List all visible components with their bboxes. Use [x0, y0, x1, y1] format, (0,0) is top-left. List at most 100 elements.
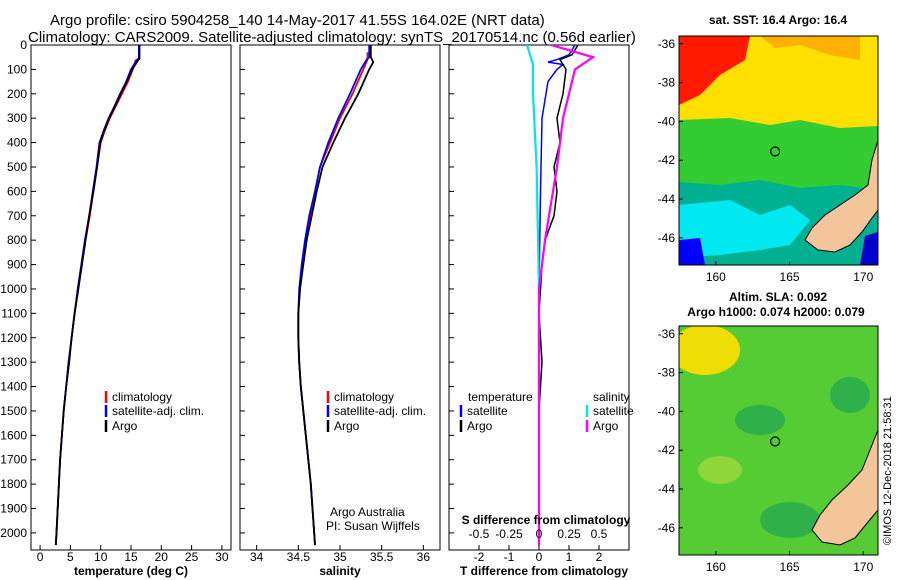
map-lat-label: -38	[658, 76, 676, 90]
legend-climatology: climatology	[112, 390, 172, 404]
depth-tick-label: 500	[7, 160, 27, 174]
map-lon-label: 165	[780, 560, 800, 574]
difference-legend: temperature satellite Argo salinity sate…	[459, 390, 634, 433]
sst-map-title: sat. SST: 16.4 Argo: 16.4	[709, 13, 848, 27]
sla-low-region	[735, 405, 785, 435]
sst-blue-region-east	[860, 232, 878, 265]
x-tick-label: 35	[333, 550, 347, 564]
series-line-t-satellite	[538, 45, 576, 546]
depth-axis: 0 100 200 300 400 500 600 700 800 900 1000 1100 1200…	[0, 38, 454, 540]
map-lat-label: -40	[658, 404, 676, 418]
x-tick-label: 20	[155, 550, 169, 564]
map-lat-label: -42	[658, 443, 676, 457]
map-lat-label: -46	[658, 231, 676, 245]
sla-low-region	[830, 377, 870, 413]
depth-tick-label: 1800	[0, 477, 27, 491]
depth-tick-label: 1300	[0, 355, 27, 369]
legend-argo: Argo	[334, 419, 360, 433]
sla-low-region	[760, 502, 820, 538]
salinity-lines	[297, 45, 375, 546]
credit-argo-australia: Argo Australia	[330, 505, 405, 519]
sla-mid-region	[698, 456, 742, 484]
legend-temperature-heading: temperature	[468, 390, 533, 404]
map-lon-label: 165	[780, 270, 800, 284]
depth-tick-label: 1700	[0, 453, 27, 467]
depth-tick-label: 800	[7, 233, 27, 247]
depth-tick-label: 1400	[0, 380, 27, 394]
depth-tick-label: 600	[7, 184, 27, 198]
depth-tick-label: 400	[7, 136, 27, 150]
temperature-panel	[30, 44, 232, 551]
depth-tick-label: 0	[20, 38, 27, 52]
x-tick-label: 36	[417, 550, 431, 564]
x-tick-label: 2	[596, 550, 603, 564]
legend-climatology: climatology	[334, 390, 394, 404]
x-tick-label: 25	[185, 550, 199, 564]
map-lat-label: -38	[658, 366, 676, 380]
s-diff-tick-label: 0.25	[557, 527, 581, 541]
sst-map	[679, 36, 878, 265]
x-tick-label: 15	[124, 550, 138, 564]
credit-pi: PI: Susan Wijffels	[326, 519, 420, 533]
sst-red-region	[679, 36, 750, 105]
map-lat-label: -36	[658, 37, 676, 51]
t-difference-xlabel: T difference from climatology	[460, 564, 628, 578]
argo-position-marker	[770, 146, 781, 157]
x-tick-label: 10	[94, 550, 108, 564]
argo-position-marker	[770, 436, 781, 447]
map-lat-label: -40	[658, 114, 676, 128]
legend-t-satellite: satellite	[467, 404, 508, 418]
legend-satellite: satellite-adj. clim.	[334, 404, 426, 418]
x-tick-label: -2	[474, 550, 485, 564]
salinity-panel	[239, 44, 441, 551]
s-diff-tick-label: 0	[536, 527, 543, 541]
title-line-2: Climatology: CARS2009. Satellite-adjuste…	[28, 29, 636, 46]
sst-map-frame	[678, 35, 879, 266]
sla-map-title: Altim. SLA: 0.092	[729, 290, 827, 304]
depth-tick-label: 2000	[0, 526, 27, 540]
series-line-argo	[54, 45, 141, 546]
map-axes: -36 -38 -40 -42 -44 -46 160 165 170 -36 -38 -40 -42 -…	[658, 37, 874, 574]
legend-satellite: satellite-adj. clim.	[112, 404, 204, 418]
difference-lines	[525, 45, 596, 546]
map-lon-label: 170	[853, 270, 873, 284]
x-tick-label: 0	[37, 550, 44, 564]
temperature-lines	[54, 45, 141, 546]
legend-argo: Argo	[112, 419, 138, 433]
legend-s-satellite: satellite	[593, 404, 634, 418]
x-axes: 0 5 10 15 20 25 30 34 34.5 35 35.5 36 -2 -1 0 1 2 -0.5 -0.…	[37, 527, 608, 564]
depth-tick-label: 1500	[0, 404, 27, 418]
map-lon-label: 170	[853, 560, 873, 574]
salinity-legend: climatology satellite-adj. clim. Argo Ar…	[326, 390, 426, 533]
title-line-1: Argo profile: csiro 5904258_140 14-May-2…	[50, 12, 545, 29]
sla-land	[811, 429, 878, 546]
sst-orange-region	[760, 36, 860, 60]
depth-tick-label: 1100	[1, 306, 27, 320]
series-line-s-argo	[537, 45, 596, 546]
imos-credit: ©IMOS 12-Dec-2018 21:58:31	[882, 396, 894, 545]
x-tick-label: 34	[250, 550, 264, 564]
x-tick-label: 1	[566, 550, 573, 564]
sla-map-subtitle: Argo h1000: 0.074 h2000: 0.079	[687, 305, 865, 319]
depth-tick-label: 1000	[0, 282, 27, 296]
depth-tick-label: 200	[7, 87, 27, 101]
sst-blue-region	[679, 238, 705, 265]
x-tick-label: 30	[215, 550, 229, 564]
legend-s-argo: Argo	[593, 419, 619, 433]
depth-tick-label: 1600	[0, 428, 27, 442]
depth-tick-label: 1200	[0, 331, 27, 345]
map-lat-label: -44	[658, 482, 676, 496]
x-tick-label: 35.5	[370, 550, 394, 564]
temperature-legend: climatology satellite-adj. clim. Argo	[104, 390, 204, 433]
s-diff-tick-label: 0.5	[591, 527, 608, 541]
map-lat-label: -36	[658, 327, 676, 341]
s-difference-label: S difference from climatology	[462, 513, 631, 527]
map-lon-label: 160	[706, 560, 726, 574]
map-lat-label: -44	[658, 192, 676, 206]
sla-map	[679, 326, 878, 555]
map-lon-label: 160	[706, 270, 726, 284]
x-tick-label: 5	[67, 550, 74, 564]
map-lat-label: -46	[658, 521, 676, 535]
sla-map-frame	[678, 325, 879, 556]
